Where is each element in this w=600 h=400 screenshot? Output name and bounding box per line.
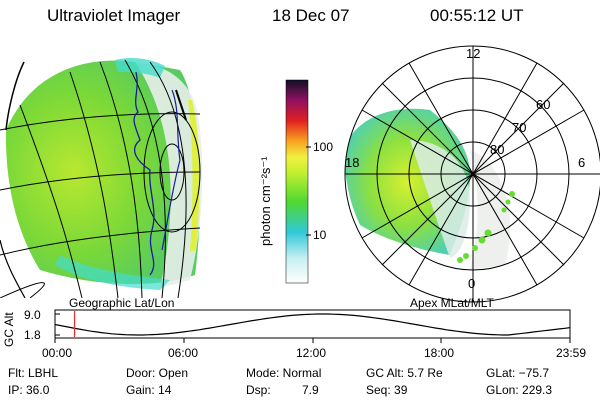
altitude-xtick: 18:00 xyxy=(424,346,455,360)
limb-edge xyxy=(175,89,187,121)
altitude-xtick: 12:00 xyxy=(296,346,327,360)
info-flt: Flt: LBHL xyxy=(8,366,59,380)
altitude-xtick: 23:59 xyxy=(556,346,587,360)
info-mode: Mode: Normal xyxy=(246,366,322,380)
colorbar-tick-label: 10 xyxy=(313,228,327,242)
limb-edge xyxy=(0,239,26,298)
emission-region xyxy=(5,60,200,285)
mlt-label-12: 12 xyxy=(466,46,481,61)
colorbar-tick-label: 100 xyxy=(313,140,334,154)
altitude-chart xyxy=(54,309,571,343)
info-glat: GLat: −75.7 xyxy=(486,366,550,380)
geographic-map xyxy=(0,58,203,298)
header-date: 18 Dec 07 xyxy=(272,6,350,25)
info-gain: Gain: 14 xyxy=(126,383,172,397)
info-glon: GLon: 229.3 xyxy=(486,383,553,397)
app-title: Ultraviolet Imager xyxy=(47,6,181,25)
info-ip: IP: 36.0 xyxy=(8,383,50,397)
info-door: Door: Open xyxy=(126,366,189,380)
colorbar-label: photon cm⁻²s⁻¹ xyxy=(258,156,273,246)
limb-edge xyxy=(5,61,25,131)
limb-glow xyxy=(188,100,200,252)
lat-label-80: 80 xyxy=(490,142,505,157)
coastline xyxy=(133,71,155,276)
lat-label-60: 60 xyxy=(536,97,551,112)
altitude-curve xyxy=(54,313,571,336)
info-seq: Seq: 39 xyxy=(366,383,408,397)
coastline xyxy=(161,89,181,251)
lat-label-70: 70 xyxy=(512,120,527,135)
dayside-region xyxy=(410,140,470,258)
mlt-label-6: 6 xyxy=(578,155,586,170)
altitude-xtick: 06:00 xyxy=(168,346,199,360)
altitude-ytick: 9.0 xyxy=(24,308,41,322)
left-map-caption: Geographic Lat/Lon xyxy=(69,296,175,310)
mlt-label-0: 0 xyxy=(468,276,476,291)
altitude-ytick: 1.8 xyxy=(24,328,41,342)
altitude-ylabel: GC Alt xyxy=(2,312,16,347)
info-gc-alt: GC Alt: 5.7 Re xyxy=(366,366,443,380)
altitude-xtick: 00:00 xyxy=(42,346,73,360)
color-bar xyxy=(285,79,309,284)
emission-patch xyxy=(115,58,165,78)
info-dsp-label: Dsp: xyxy=(246,383,271,397)
info-dsp-value: 7.9 xyxy=(302,383,319,397)
polar-plot xyxy=(344,45,600,303)
mlt-label-18: 18 xyxy=(345,155,360,170)
polar-grid xyxy=(344,45,600,303)
right-map-caption: Apex MLat/MLT xyxy=(410,296,494,310)
emission-dots xyxy=(457,191,515,263)
header-time: 00:55:12 UT xyxy=(430,6,524,25)
